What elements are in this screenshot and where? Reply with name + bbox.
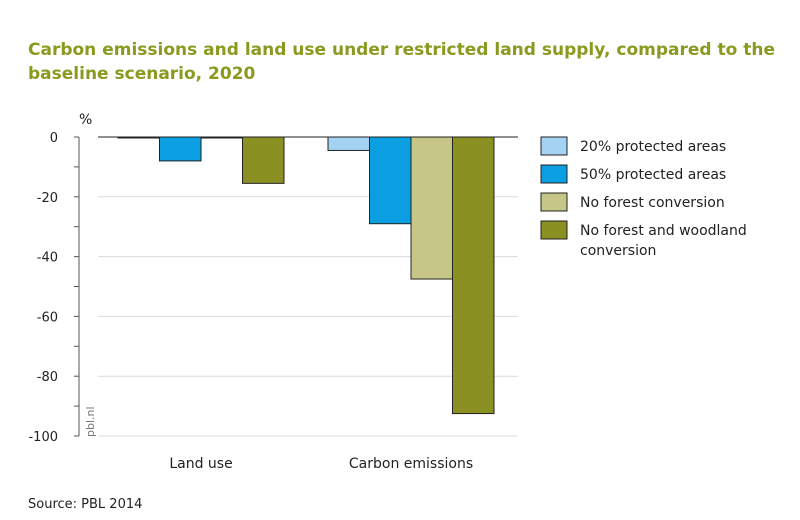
y-tick-label: 0 bbox=[50, 131, 58, 146]
source-note: Source: PBL 2014 bbox=[28, 497, 143, 512]
legend-label: conversion bbox=[580, 243, 656, 259]
legend-label: No forest and woodland bbox=[580, 223, 747, 239]
watermark: pbl.nl bbox=[84, 406, 97, 437]
legend-swatch bbox=[540, 164, 568, 184]
bar bbox=[159, 136, 202, 162]
bar bbox=[242, 136, 285, 184]
x-tick-label: Land use bbox=[169, 456, 232, 472]
legend-label: 50% protected areas bbox=[580, 167, 726, 183]
y-tick-label: -40 bbox=[37, 251, 58, 266]
chart-title: Carbon emissions and land use under rest… bbox=[28, 40, 775, 84]
x-axis: Land use Carbon emissions bbox=[169, 456, 473, 472]
y-axis-label: % bbox=[79, 112, 92, 128]
legend-swatch bbox=[540, 192, 568, 212]
bar bbox=[327, 136, 370, 151]
legend: 20% protected areas 50% protected areas No… bbox=[540, 136, 747, 259]
bar bbox=[452, 136, 495, 415]
bar-series bbox=[98, 136, 518, 415]
legend-label: 20% protected areas bbox=[580, 139, 726, 155]
x-tick-label: Carbon emissions bbox=[349, 456, 473, 472]
y-tick-label: -60 bbox=[37, 310, 58, 325]
y-tick-label: -80 bbox=[37, 370, 58, 385]
y-axis: 0 -20 -40 -60 -80 -100 bbox=[28, 131, 80, 445]
y-tick-label: -100 bbox=[28, 430, 58, 445]
legend-swatch bbox=[540, 136, 568, 156]
bar bbox=[410, 136, 453, 280]
legend-swatch bbox=[540, 220, 568, 240]
y-tick-label: -20 bbox=[37, 191, 58, 206]
bar bbox=[369, 136, 412, 225]
legend-label: No forest conversion bbox=[580, 195, 725, 211]
